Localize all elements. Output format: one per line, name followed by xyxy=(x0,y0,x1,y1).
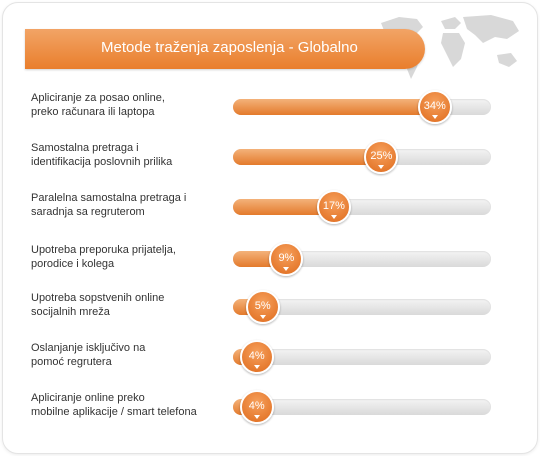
pointer-icon xyxy=(259,315,266,319)
bar-fill xyxy=(233,199,334,215)
bar-track xyxy=(233,199,491,215)
pointer-icon xyxy=(330,215,337,219)
pointer-icon xyxy=(378,165,385,169)
category-label: Apliciranje za posao online, preko račun… xyxy=(31,92,165,118)
bar-track xyxy=(233,149,491,165)
title-bar: Metode traženja zaposlenja - Globalno xyxy=(25,29,425,69)
category-label: Upotreba preporuka prijatelja, porodice … xyxy=(31,244,176,270)
category-label: Paralelna samostalna pretraga i saradnja… xyxy=(31,192,187,218)
chart-title: Metode traženja zaposlenja - Globalno xyxy=(101,39,358,56)
category-label: Upotreba sopstvenih online socijalnih mr… xyxy=(31,292,165,318)
category-label: Apliciranje online preko mobilne aplikac… xyxy=(31,392,197,418)
bar-track xyxy=(233,99,491,115)
bar-fill xyxy=(233,99,435,115)
category-label: Samostalna pretraga i identifikacija pos… xyxy=(31,142,173,168)
category-label: Oslanjanje isključivo na pomoć regrutera xyxy=(31,342,146,368)
pointer-icon xyxy=(283,267,290,271)
pointer-icon xyxy=(253,415,260,419)
pointer-icon xyxy=(431,115,438,119)
value-label: 17% xyxy=(316,190,351,224)
pointer-icon xyxy=(253,365,260,369)
bar-fill xyxy=(233,149,382,165)
